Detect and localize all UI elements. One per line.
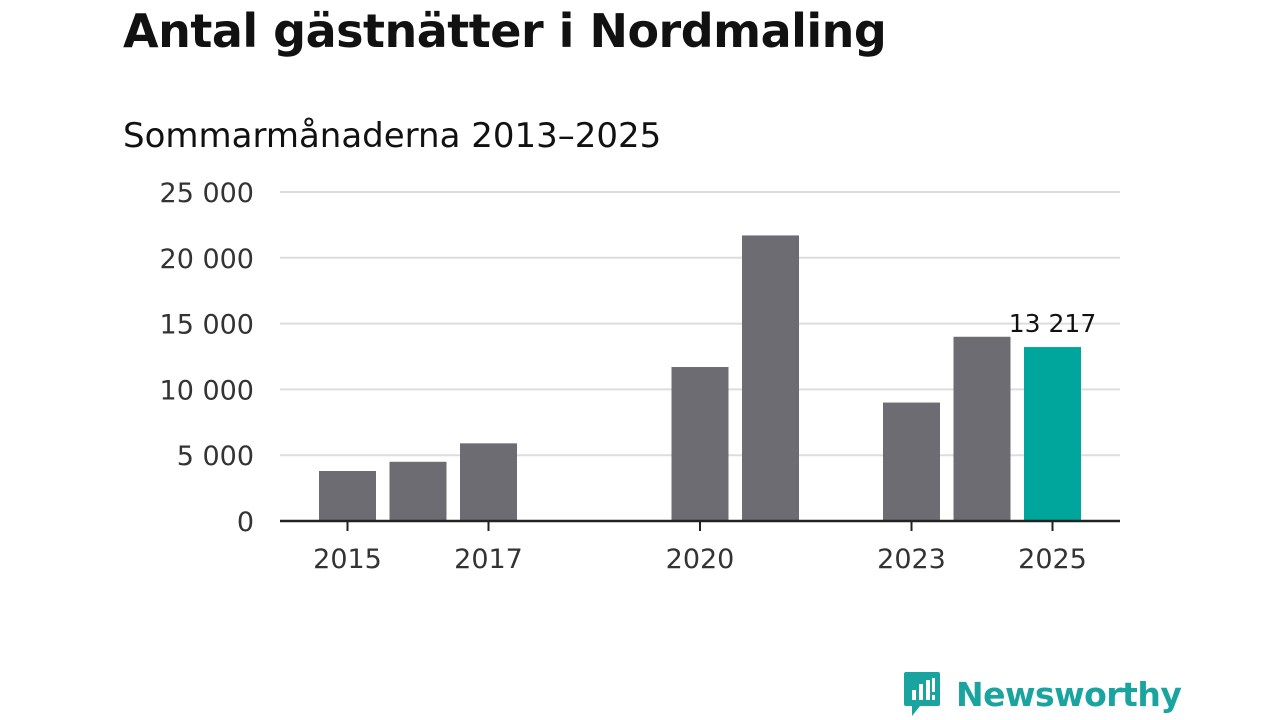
y-tick-label: 25 000: [160, 178, 254, 209]
bar-2021: [742, 235, 799, 522]
data-labels: 13 217: [1009, 309, 1096, 338]
y-tick-label: 15 000: [160, 310, 254, 341]
chart-title: Antal gästnätter i Nordmaling: [123, 4, 887, 58]
x-tick-label: 2025: [1018, 544, 1087, 575]
bar-2025: [1024, 347, 1081, 521]
x-tick-label: 2015: [313, 544, 382, 575]
y-tick-label: 0: [237, 507, 254, 538]
x-tick-label: 2023: [877, 544, 946, 575]
bar-2017: [460, 443, 517, 521]
newsworthy-logo-icon: [904, 672, 940, 716]
bar-2015: [319, 470, 376, 521]
y-axis: 0 5 000 10 000 15 000 20 000 25 000: [160, 178, 254, 538]
bar-2023: [883, 402, 940, 521]
bar-2016: [389, 461, 447, 521]
bar-2020: [671, 367, 729, 521]
y-tick-label: 5 000: [177, 441, 254, 472]
brand-name: Newsworthy: [956, 674, 1182, 714]
x-tick-label: 2020: [666, 544, 735, 575]
chart-subtitle: Sommarmånaderna 2013–2025: [123, 116, 662, 156]
data-label-2025: 13 217: [1009, 309, 1096, 338]
x-tick-label: 2017: [454, 544, 523, 575]
y-tick-label: 10 000: [160, 375, 254, 406]
x-axis: 2015 2017 2020 2023 2025: [280, 519, 1120, 575]
brand-logo: Newsworthy: [902, 670, 1182, 718]
bar-2024: [953, 336, 1011, 521]
y-tick-label: 20 000: [160, 244, 254, 275]
bars: [319, 235, 1081, 522]
